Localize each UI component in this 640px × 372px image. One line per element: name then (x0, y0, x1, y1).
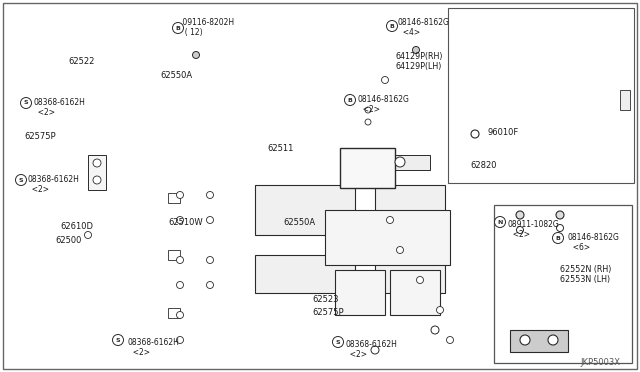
Circle shape (516, 211, 524, 219)
Circle shape (93, 176, 101, 184)
Text: 62510W: 62510W (168, 218, 203, 227)
Circle shape (177, 217, 184, 224)
Circle shape (431, 326, 439, 334)
Text: 09116-8202H
  ( 12): 09116-8202H ( 12) (180, 18, 234, 38)
Text: 62575P: 62575P (312, 308, 344, 317)
Circle shape (20, 97, 31, 109)
Circle shape (333, 337, 344, 347)
Text: 08368-6162H
  <2>: 08368-6162H <2> (33, 98, 85, 118)
Text: 62523: 62523 (312, 295, 339, 304)
Circle shape (436, 307, 444, 314)
Bar (255, 185, 355, 235)
Text: 62500: 62500 (55, 236, 81, 245)
Text: S: S (19, 177, 23, 183)
Bar (494, 205, 632, 363)
Bar (340, 148, 395, 188)
Circle shape (548, 335, 558, 345)
Text: B: B (556, 235, 561, 241)
Text: S: S (336, 340, 340, 344)
Circle shape (207, 217, 214, 224)
Text: 08911-1082G
  <2>: 08911-1082G <2> (508, 220, 560, 240)
Circle shape (177, 311, 184, 318)
Circle shape (177, 257, 184, 263)
Circle shape (173, 22, 184, 33)
Text: S: S (116, 337, 120, 343)
Circle shape (365, 107, 371, 113)
Bar (375, 155, 430, 170)
Bar (375, 255, 445, 293)
Circle shape (471, 130, 479, 138)
Text: B: B (390, 23, 394, 29)
Bar (620, 90, 630, 110)
Text: B: B (175, 26, 180, 31)
Circle shape (381, 77, 388, 83)
Bar (88, 155, 106, 190)
Text: 08146-8162G
  <2>: 08146-8162G <2> (358, 95, 410, 115)
Circle shape (15, 174, 26, 186)
Circle shape (556, 211, 564, 219)
Text: 62550A: 62550A (160, 71, 192, 80)
Text: 62550A: 62550A (283, 218, 315, 227)
Text: N: N (497, 219, 502, 224)
Text: JKP5003X: JKP5003X (580, 358, 620, 367)
Text: B: B (348, 97, 353, 103)
Bar (335, 270, 385, 315)
Bar (448, 8, 634, 183)
Text: 08146-8162G
  <4>: 08146-8162G <4> (398, 18, 450, 38)
Circle shape (387, 217, 394, 224)
Bar (325, 210, 450, 265)
Bar (255, 255, 355, 293)
Circle shape (207, 192, 214, 199)
Circle shape (520, 335, 530, 345)
Text: 08368-6162H
  <2>: 08368-6162H <2> (128, 338, 180, 357)
Circle shape (557, 224, 563, 231)
Text: 62575P: 62575P (24, 132, 56, 141)
Text: 62552N (RH)
62553N (LH): 62552N (RH) 62553N (LH) (560, 265, 611, 285)
Circle shape (207, 282, 214, 289)
Circle shape (177, 192, 184, 199)
Circle shape (113, 334, 124, 346)
Circle shape (397, 247, 403, 253)
Text: 62610D: 62610D (60, 222, 93, 231)
Circle shape (552, 232, 563, 244)
Circle shape (371, 346, 379, 354)
Circle shape (177, 282, 184, 289)
Circle shape (177, 337, 184, 343)
Circle shape (395, 157, 405, 167)
Circle shape (84, 231, 92, 238)
Circle shape (413, 46, 419, 54)
Circle shape (417, 276, 424, 283)
Text: 62820: 62820 (470, 161, 497, 170)
Bar (168, 193, 180, 203)
Bar (510, 330, 568, 352)
Circle shape (365, 119, 371, 125)
Bar (168, 308, 180, 318)
Circle shape (344, 94, 355, 106)
Circle shape (447, 337, 454, 343)
Text: 08368-6162H
  <2>: 08368-6162H <2> (27, 175, 79, 195)
Circle shape (193, 51, 200, 58)
Text: 62522: 62522 (68, 57, 94, 66)
Text: 08146-8162G
  <6>: 08146-8162G <6> (568, 233, 620, 252)
Text: 64129P(RH)
64129P(LH): 64129P(RH) 64129P(LH) (396, 52, 444, 71)
Circle shape (93, 159, 101, 167)
Bar (375, 185, 445, 235)
Text: 08368-6162H
  <2>: 08368-6162H <2> (345, 340, 397, 359)
Text: 62511: 62511 (267, 144, 293, 153)
Bar (390, 270, 440, 315)
Circle shape (387, 20, 397, 32)
Circle shape (207, 257, 214, 263)
Text: 96010F: 96010F (487, 128, 518, 137)
Text: S: S (24, 100, 28, 106)
Bar (168, 250, 180, 260)
Circle shape (495, 217, 506, 228)
Circle shape (516, 227, 524, 234)
